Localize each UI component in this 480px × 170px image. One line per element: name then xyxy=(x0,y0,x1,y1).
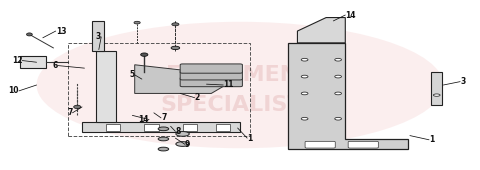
Text: 6: 6 xyxy=(53,61,58,70)
Ellipse shape xyxy=(301,75,308,78)
Polygon shape xyxy=(96,51,116,122)
Text: SPECIALISTS: SPECIALISTS xyxy=(161,95,319,115)
Ellipse shape xyxy=(158,147,168,151)
Text: 10: 10 xyxy=(8,86,19,95)
FancyBboxPatch shape xyxy=(180,77,242,87)
Polygon shape xyxy=(288,43,408,149)
Text: 14: 14 xyxy=(139,115,149,124)
Ellipse shape xyxy=(141,53,148,56)
Bar xyxy=(20,56,46,68)
Ellipse shape xyxy=(301,92,308,95)
Text: 7: 7 xyxy=(161,113,167,122)
Text: 11: 11 xyxy=(223,81,234,89)
Bar xyxy=(68,43,250,136)
Ellipse shape xyxy=(176,142,189,146)
Text: 7: 7 xyxy=(67,108,72,117)
Text: 13: 13 xyxy=(56,27,66,36)
Ellipse shape xyxy=(335,92,341,95)
Text: 9: 9 xyxy=(185,140,190,149)
Bar xyxy=(144,124,158,131)
Text: EQUIPMENT: EQUIPMENT xyxy=(166,65,314,85)
Text: 14: 14 xyxy=(345,11,356,20)
Text: 1: 1 xyxy=(429,135,434,144)
FancyBboxPatch shape xyxy=(180,64,242,73)
Ellipse shape xyxy=(171,46,180,50)
Bar xyxy=(106,124,120,131)
Ellipse shape xyxy=(172,23,179,26)
Ellipse shape xyxy=(158,127,168,131)
Ellipse shape xyxy=(134,21,140,24)
Text: 3: 3 xyxy=(96,32,101,41)
Text: 3: 3 xyxy=(460,77,466,86)
Bar xyxy=(216,124,230,131)
Polygon shape xyxy=(82,122,240,132)
Ellipse shape xyxy=(158,137,168,141)
Polygon shape xyxy=(135,65,240,94)
FancyBboxPatch shape xyxy=(305,141,335,148)
Ellipse shape xyxy=(74,105,81,109)
Ellipse shape xyxy=(36,22,444,148)
FancyBboxPatch shape xyxy=(180,71,242,80)
Ellipse shape xyxy=(176,132,189,136)
Ellipse shape xyxy=(335,75,341,78)
Ellipse shape xyxy=(26,33,32,36)
Ellipse shape xyxy=(301,117,308,120)
Ellipse shape xyxy=(335,117,341,120)
Text: 2: 2 xyxy=(194,93,200,102)
Bar xyxy=(432,72,442,105)
Polygon shape xyxy=(298,18,345,43)
Ellipse shape xyxy=(433,94,440,96)
Text: 8: 8 xyxy=(175,127,181,136)
Ellipse shape xyxy=(301,58,308,61)
Text: 1: 1 xyxy=(247,134,252,143)
Bar xyxy=(92,21,104,51)
Bar xyxy=(182,124,197,131)
Text: 12: 12 xyxy=(12,56,22,65)
FancyBboxPatch shape xyxy=(348,141,378,148)
Text: 5: 5 xyxy=(130,70,135,79)
Ellipse shape xyxy=(335,58,341,61)
